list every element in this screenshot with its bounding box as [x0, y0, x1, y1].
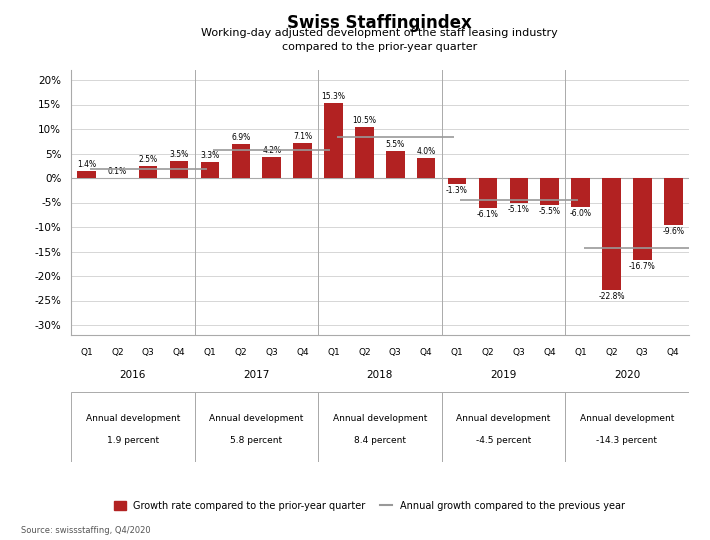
Bar: [139, 166, 158, 178]
Text: Q4: Q4: [543, 348, 556, 357]
Text: -4.5 percent: -4.5 percent: [476, 436, 531, 445]
Text: Q1: Q1: [574, 348, 587, 357]
Text: Q1: Q1: [327, 348, 340, 357]
Text: 2019: 2019: [490, 370, 517, 380]
Text: -6.0%: -6.0%: [569, 210, 591, 218]
Text: Q3: Q3: [266, 348, 278, 357]
Text: 2020: 2020: [614, 370, 640, 380]
Bar: [195, 392, 318, 462]
Text: -5.1%: -5.1%: [508, 205, 530, 214]
Bar: [572, 178, 590, 207]
Text: Q3: Q3: [513, 348, 525, 357]
Text: 2016: 2016: [119, 370, 146, 380]
Bar: [263, 158, 281, 178]
Text: -6.1%: -6.1%: [477, 210, 499, 219]
Text: Q4: Q4: [667, 348, 679, 357]
Text: Source: swissstaffing, Q4/2020: Source: swissstaffing, Q4/2020: [21, 525, 151, 535]
Bar: [510, 178, 528, 203]
Text: 3.3%: 3.3%: [200, 151, 219, 160]
Text: 5.5%: 5.5%: [386, 140, 405, 149]
Text: Q3: Q3: [142, 348, 155, 357]
Text: Q4: Q4: [420, 348, 432, 357]
Bar: [71, 392, 195, 462]
Bar: [479, 178, 497, 208]
Text: -14.3 percent: -14.3 percent: [596, 436, 657, 445]
Text: Q4: Q4: [173, 348, 185, 357]
Bar: [77, 171, 96, 178]
Bar: [293, 143, 312, 178]
Text: 2.5%: 2.5%: [138, 155, 158, 164]
Bar: [324, 103, 343, 178]
Text: 1.4%: 1.4%: [77, 160, 96, 169]
Text: Q3: Q3: [389, 348, 402, 357]
Text: Q2: Q2: [111, 348, 124, 357]
Text: Annual development: Annual development: [209, 414, 303, 423]
Text: Q2: Q2: [234, 348, 247, 357]
Bar: [633, 178, 652, 260]
Text: Annual development: Annual development: [580, 414, 674, 423]
Legend: Growth rate compared to the prior-year quarter, Annual growth compared to the pr: Growth rate compared to the prior-year q…: [114, 501, 625, 511]
Bar: [540, 178, 559, 205]
Text: 2018: 2018: [366, 370, 393, 380]
Text: 8.4 percent: 8.4 percent: [354, 436, 406, 445]
Text: -22.8%: -22.8%: [599, 292, 625, 301]
Text: Q4: Q4: [296, 348, 309, 357]
Text: 6.9%: 6.9%: [231, 133, 251, 142]
Text: Q1: Q1: [80, 348, 93, 357]
Bar: [664, 178, 682, 225]
Bar: [442, 392, 565, 462]
Text: 15.3%: 15.3%: [322, 92, 346, 101]
Text: Annual development: Annual development: [86, 414, 180, 423]
Bar: [565, 392, 689, 462]
Text: 4.2%: 4.2%: [262, 146, 281, 156]
Text: 10.5%: 10.5%: [352, 116, 376, 125]
Text: 0.1%: 0.1%: [108, 166, 127, 176]
Text: Swiss Staffingindex: Swiss Staffingindex: [288, 14, 472, 31]
Text: Q2: Q2: [605, 348, 618, 357]
Text: 2017: 2017: [243, 370, 270, 380]
Text: 7.1%: 7.1%: [293, 132, 312, 141]
Text: -9.6%: -9.6%: [662, 227, 684, 236]
Text: 5.8 percent: 5.8 percent: [230, 436, 283, 445]
Text: Q2: Q2: [481, 348, 494, 357]
Bar: [201, 162, 219, 178]
Bar: [417, 158, 435, 178]
Text: Q3: Q3: [636, 348, 649, 357]
Bar: [386, 151, 405, 178]
Text: Working-day adjusted development of the staff leasing industry
compared to the p: Working-day adjusted development of the …: [202, 28, 558, 52]
Text: Annual development: Annual development: [457, 414, 550, 423]
Text: 3.5%: 3.5%: [170, 150, 189, 159]
Text: Annual development: Annual development: [333, 414, 427, 423]
Text: 4.0%: 4.0%: [417, 147, 436, 157]
Bar: [602, 178, 621, 290]
Text: Q1: Q1: [451, 348, 464, 357]
Bar: [170, 161, 188, 178]
Bar: [355, 126, 373, 178]
Text: -1.3%: -1.3%: [446, 186, 468, 195]
Bar: [448, 178, 466, 184]
Bar: [231, 144, 250, 178]
Text: -5.5%: -5.5%: [539, 207, 561, 216]
Text: Q2: Q2: [358, 348, 371, 357]
Text: 1.9 percent: 1.9 percent: [106, 436, 159, 445]
Text: -16.7%: -16.7%: [629, 262, 656, 271]
Bar: [318, 392, 442, 462]
Text: Q1: Q1: [204, 348, 217, 357]
